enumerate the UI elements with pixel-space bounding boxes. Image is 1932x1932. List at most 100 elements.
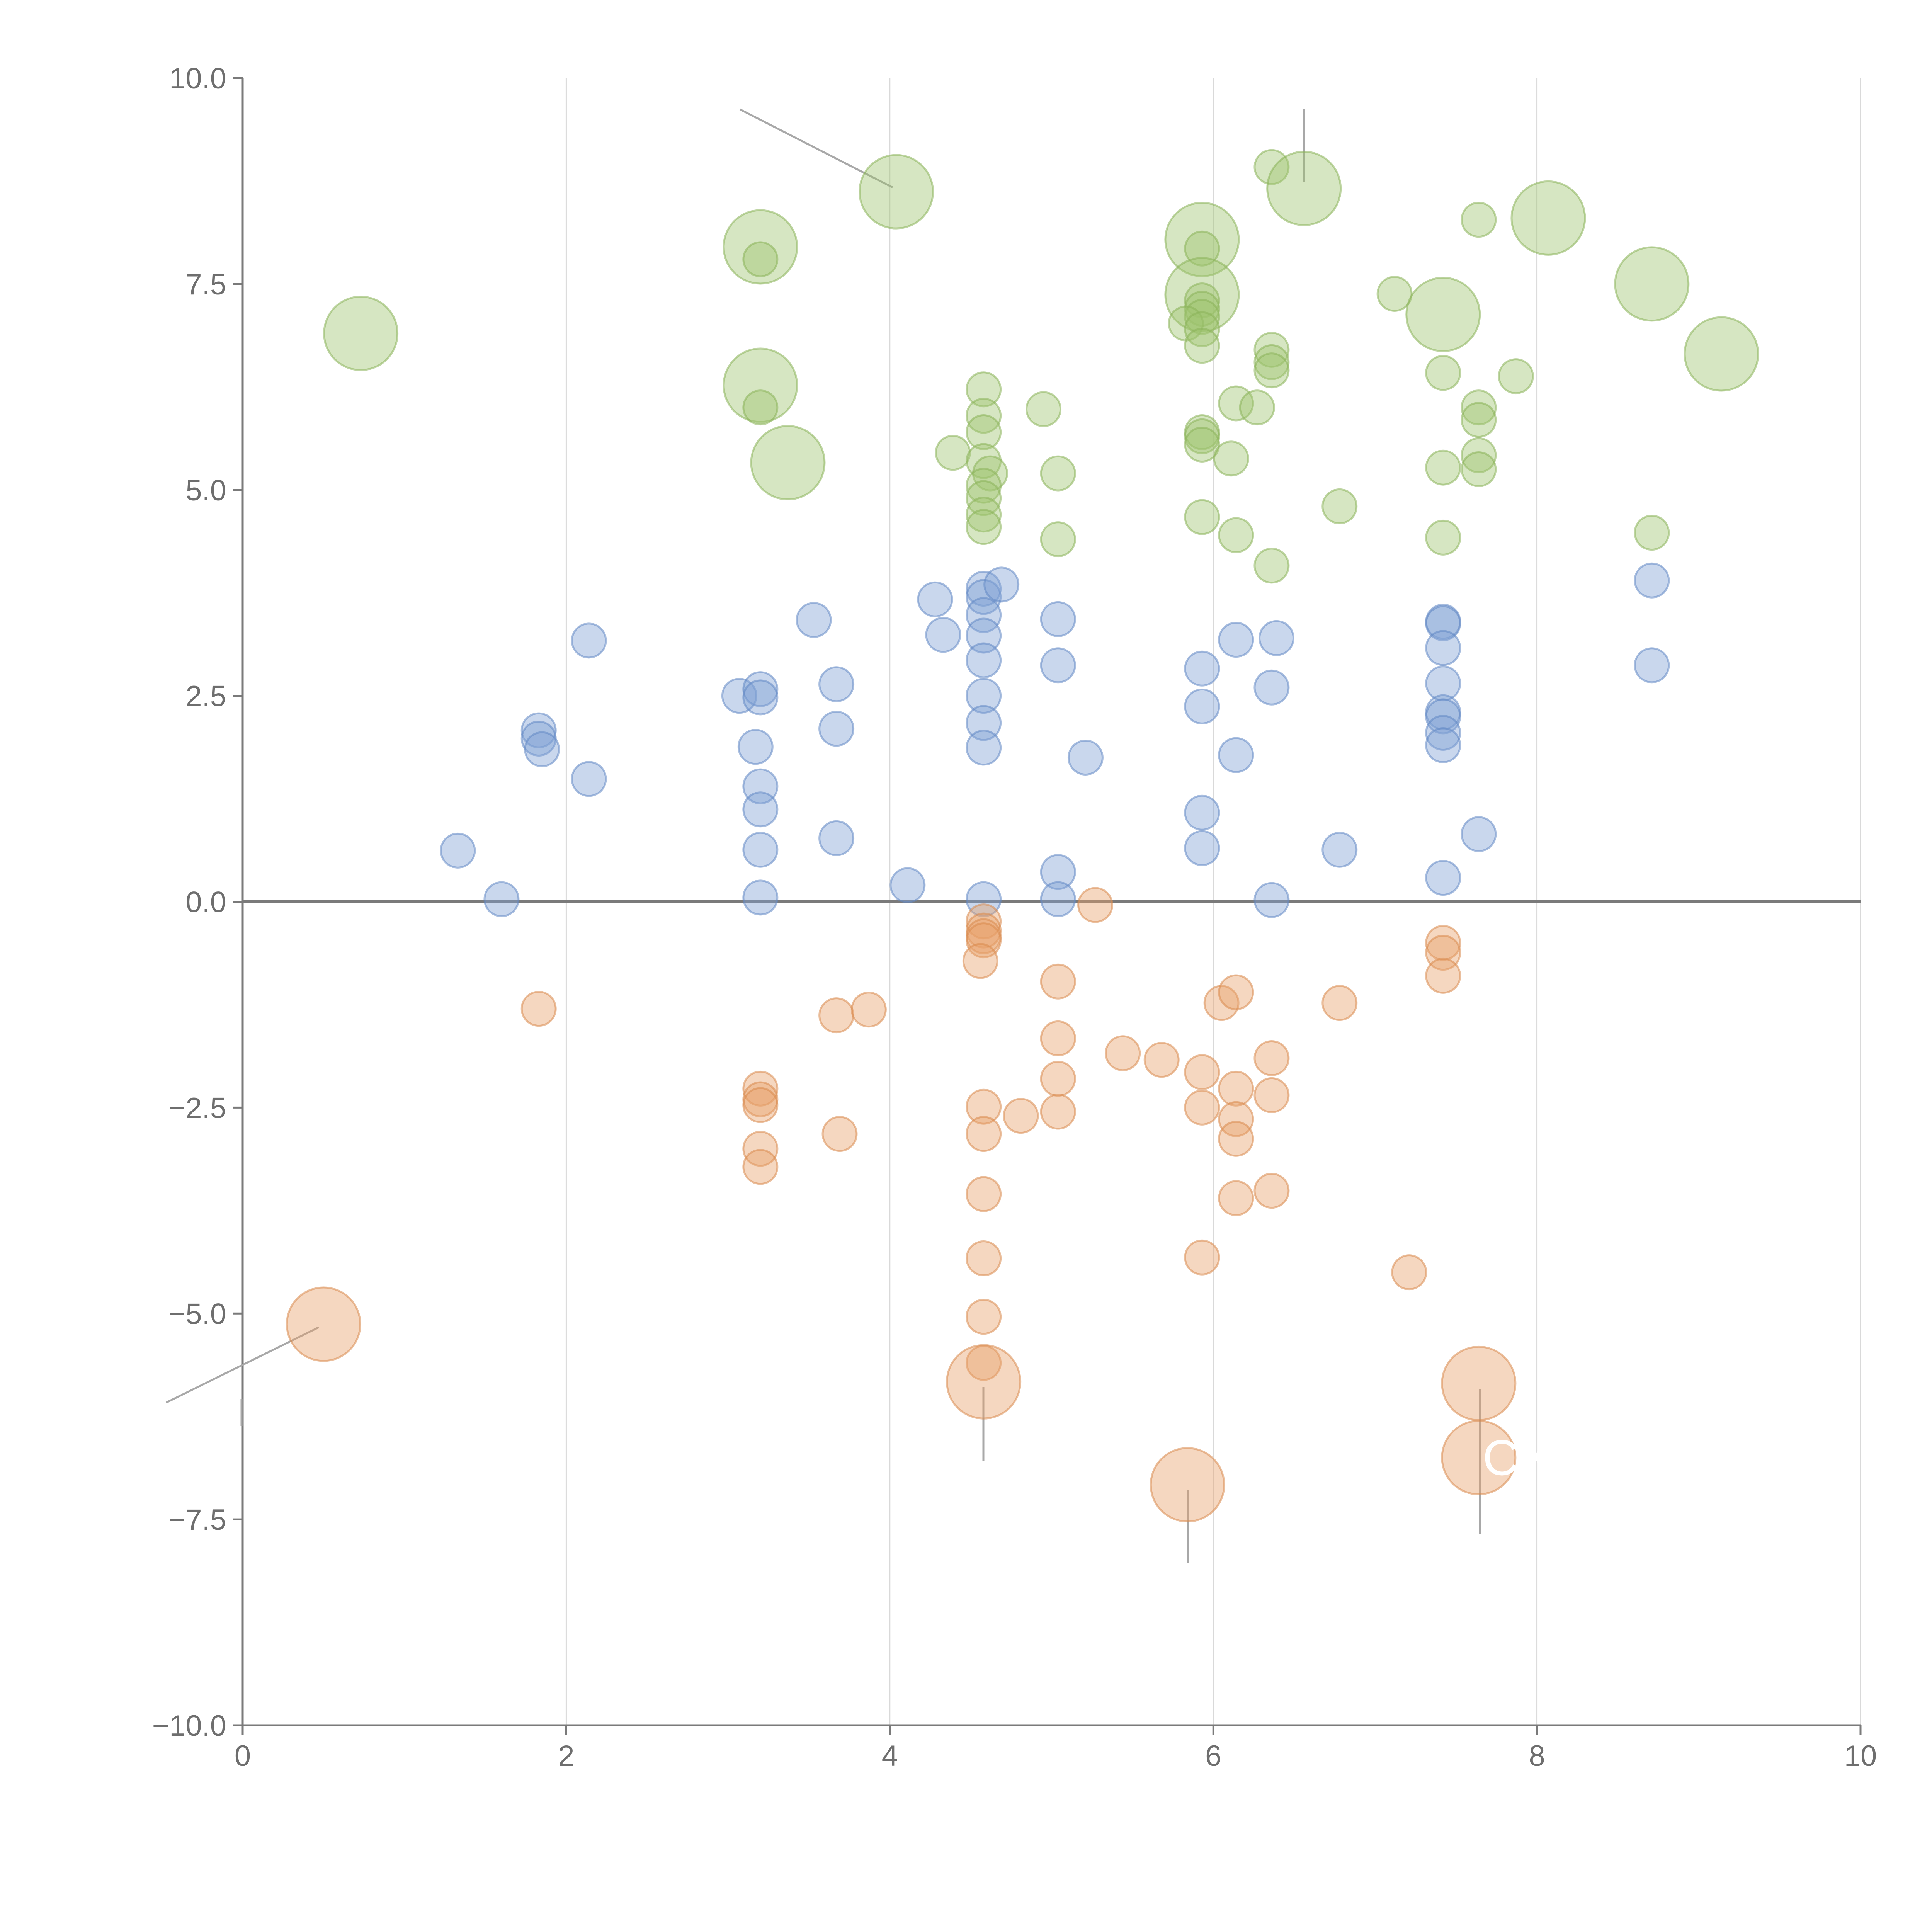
data-point <box>966 571 1002 607</box>
data-point <box>1040 601 1076 637</box>
data-point <box>821 1116 858 1152</box>
y-tick-label: 10.0 <box>169 62 226 95</box>
data-point <box>1253 882 1290 918</box>
axis-layer: 10.0 7.5 5.0 2.5 0.0 −2.5 −5.0 −7.5 −10.0 0 2 4 6 8 10 <box>152 62 1877 1772</box>
data-point <box>1239 389 1275 426</box>
x-tick-label: 10 <box>1844 1740 1877 1772</box>
data-point <box>917 581 953 617</box>
data-point <box>925 617 961 653</box>
data-point <box>1425 715 1461 751</box>
data-point <box>966 1176 1002 1212</box>
data-point <box>1634 647 1670 684</box>
callout-leader-line <box>1275 175 1337 200</box>
data-point <box>723 347 798 423</box>
data-point <box>1441 1345 1517 1421</box>
x-tick-label: 4 <box>882 1740 898 1772</box>
data-point <box>1425 630 1461 666</box>
data-point <box>1040 455 1076 492</box>
data-point <box>1184 1239 1220 1276</box>
data-point <box>1184 427 1220 463</box>
data-point <box>962 943 998 979</box>
data-point <box>723 209 798 285</box>
data-point <box>1164 202 1240 277</box>
data-point <box>1040 647 1076 684</box>
data-point <box>1067 739 1104 776</box>
data-point <box>1634 515 1670 551</box>
data-point <box>1218 974 1254 1010</box>
annotation-label: CX <box>1483 1429 1553 1486</box>
y-tick-label: 2.5 <box>185 680 226 713</box>
data-point <box>1253 332 1290 368</box>
data-point <box>1425 449 1461 486</box>
data-point <box>742 389 779 426</box>
data-point <box>440 832 476 869</box>
data-point <box>1461 451 1497 487</box>
x-tick-label: 0 <box>235 1740 251 1772</box>
data-point <box>1184 1054 1220 1090</box>
data-point <box>983 566 1020 603</box>
data-point <box>818 997 855 1034</box>
data-point <box>1218 1180 1254 1216</box>
data-point <box>323 296 399 371</box>
data-point <box>1266 151 1342 226</box>
y-tick-label: −2.5 <box>168 1092 226 1124</box>
data-point <box>524 731 560 767</box>
data-point <box>1164 257 1240 333</box>
data-point <box>1498 358 1534 395</box>
data-point <box>1003 1098 1039 1134</box>
data-point <box>1040 1020 1076 1056</box>
data-point <box>1218 1070 1254 1107</box>
data-point <box>966 678 1002 714</box>
data-point <box>742 832 779 868</box>
data-point <box>859 154 934 230</box>
data-point <box>966 579 1002 615</box>
data-point <box>1026 391 1062 427</box>
y-tick-label: −7.5 <box>168 1503 226 1536</box>
x-tick-label: 6 <box>1205 1740 1221 1772</box>
data-point <box>966 642 1002 679</box>
data-point <box>966 414 1002 451</box>
data-point <box>1077 887 1114 923</box>
data-point <box>1143 1042 1180 1078</box>
data-point <box>1461 437 1497 473</box>
y-tick-label: 7.5 <box>185 268 226 301</box>
data-point <box>966 1299 1002 1335</box>
data-point <box>742 879 779 916</box>
callout-leader-line <box>1657 285 1666 294</box>
data-point <box>889 867 926 903</box>
data-point <box>1184 499 1220 535</box>
data-point <box>1258 620 1294 656</box>
callout-leader-line <box>892 196 930 209</box>
data-point <box>1425 605 1461 641</box>
data-point <box>850 992 887 1028</box>
data-point <box>1218 1121 1254 1157</box>
data-point <box>742 1149 779 1185</box>
data-point <box>966 509 1002 545</box>
data-point <box>1040 521 1076 558</box>
data-point <box>1441 1420 1517 1495</box>
x-tick-label: 2 <box>558 1740 574 1772</box>
data-point <box>818 666 855 702</box>
data-point <box>1684 316 1759 392</box>
data-point <box>966 730 1002 766</box>
data-point <box>1461 402 1497 438</box>
data-point <box>966 497 1002 533</box>
data-point <box>966 617 1002 654</box>
callout-leader-line <box>1444 316 1450 383</box>
label-layer: CX <box>1483 1429 1553 1486</box>
y-tick-label: 0.0 <box>185 886 226 919</box>
data-point <box>966 468 1002 504</box>
marks-layer <box>286 149 1759 1523</box>
data-point <box>966 1240 1002 1276</box>
data-point <box>966 371 1002 408</box>
data-point <box>1510 180 1586 256</box>
data-point <box>1425 355 1461 391</box>
data-point <box>286 1286 361 1362</box>
y-tick-label: 5.0 <box>185 474 226 507</box>
data-point <box>1105 1035 1141 1071</box>
data-point <box>1253 352 1290 389</box>
data-point <box>750 425 826 500</box>
data-point <box>966 903 1002 940</box>
data-point <box>742 1131 779 1167</box>
